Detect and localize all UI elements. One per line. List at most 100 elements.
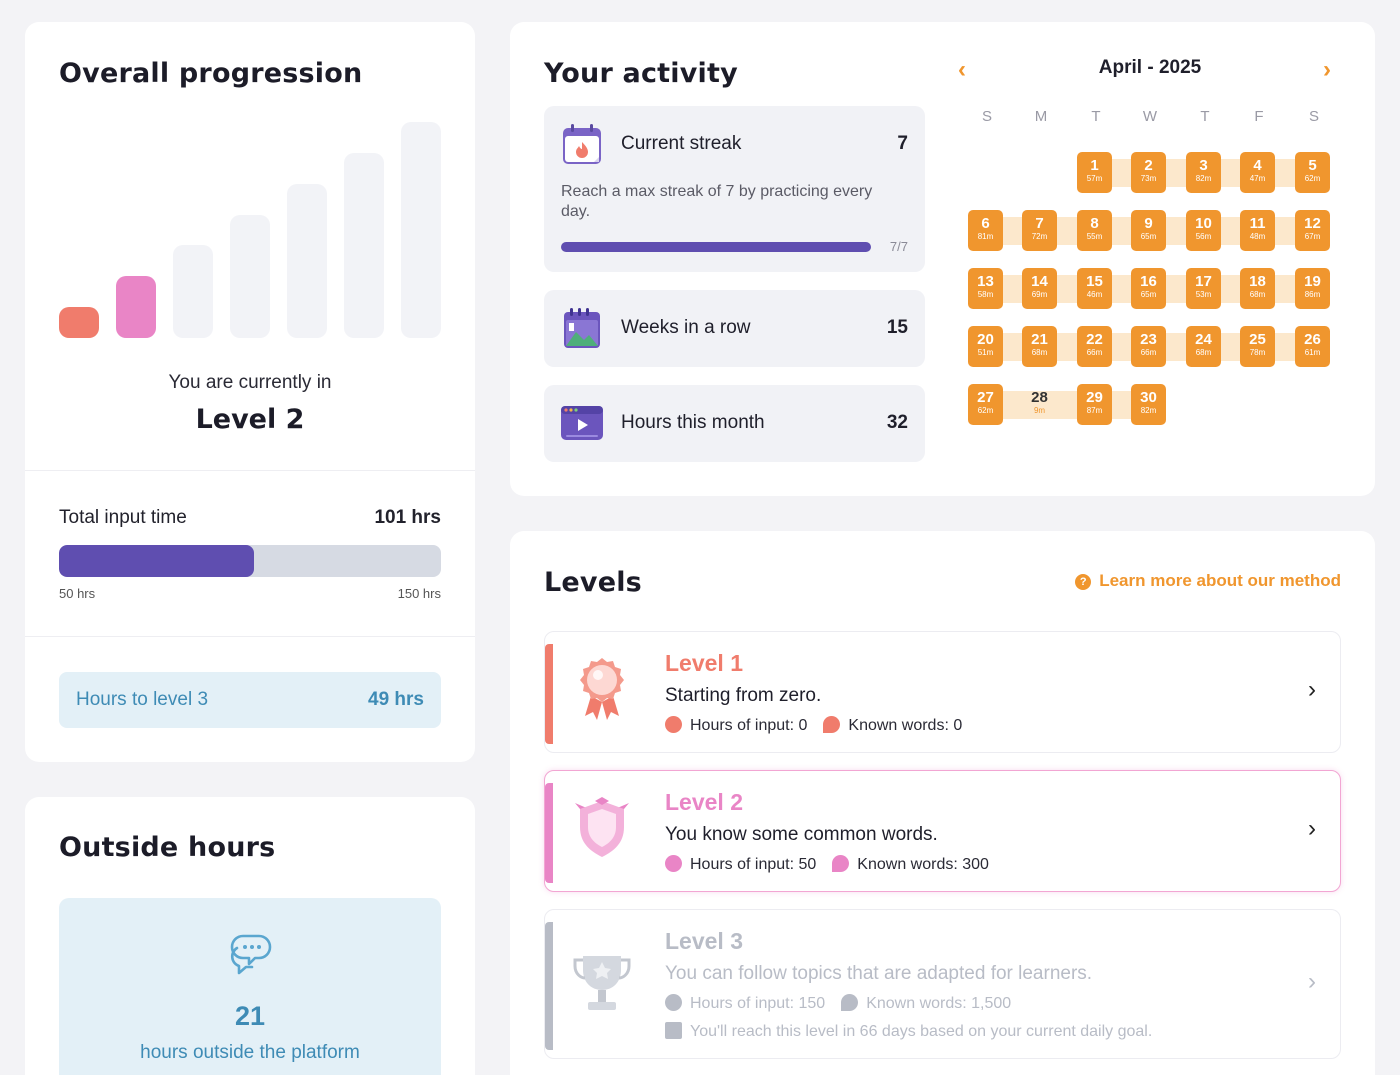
progress-fill	[59, 545, 254, 577]
calendar-day-23[interactable]: 23 66m	[1131, 326, 1166, 367]
day-number: 10	[1195, 215, 1212, 232]
day-number: 19	[1304, 273, 1321, 290]
hours-to-next-level: Hours to level 3 49 hrs	[59, 672, 441, 728]
weekday-label: M	[1034, 108, 1048, 125]
calendar-day-11[interactable]: 11 48m	[1240, 210, 1275, 251]
day-number: 14	[1031, 273, 1048, 290]
level-bar-3	[173, 245, 213, 338]
day-minutes: 58m	[977, 290, 994, 299]
day-minutes: 68m	[1249, 290, 1266, 299]
calendar-day-5[interactable]: 5 62m	[1295, 152, 1330, 193]
day-number: 5	[1308, 157, 1317, 174]
calendar-day-4[interactable]: 4 47m	[1240, 152, 1275, 193]
level-1-words: Known words: 0	[848, 717, 963, 734]
day-minutes: 46m	[1086, 290, 1103, 299]
day-minutes: 86m	[1304, 290, 1321, 299]
calendar-day-25[interactable]: 25 78m	[1240, 326, 1275, 367]
calendar-prev-button[interactable]: ‹	[958, 56, 966, 83]
outside-hours-value: 21	[234, 1001, 266, 1031]
calendar-day-17[interactable]: 17 53m	[1186, 268, 1221, 309]
day-number: 8	[1090, 215, 1099, 232]
calendar-day-19[interactable]: 19 86m	[1295, 268, 1330, 309]
calendar-day-27[interactable]: 27 62m	[968, 384, 1003, 425]
calendar-day-10[interactable]: 10 56m	[1186, 210, 1221, 251]
level-2-words: Known words: 300	[857, 856, 989, 873]
calendar-day-24[interactable]: 24 68m	[1186, 326, 1221, 367]
calendar-day-8[interactable]: 8 55m	[1077, 210, 1112, 251]
day-number: 22	[1086, 331, 1103, 348]
level-bar-7	[401, 122, 441, 338]
level-3-description: You can follow topics that are adapted f…	[665, 963, 1093, 984]
calendar-day-21[interactable]: 21 68m	[1022, 326, 1057, 367]
calendar-day-14[interactable]: 14 69m	[1022, 268, 1057, 309]
level-bar-5	[287, 184, 327, 338]
calendar-next-button[interactable]: ›	[1323, 56, 1331, 83]
day-minutes: 78m	[1249, 348, 1266, 357]
calendar-day-6[interactable]: 6 81m	[968, 210, 1003, 251]
clock-icon	[665, 994, 682, 1011]
day-minutes: 72m	[1031, 232, 1048, 241]
calendar-day-12[interactable]: 12 67m	[1295, 210, 1330, 251]
calendar-day-22[interactable]: 22 66m	[1077, 326, 1112, 367]
day-minutes: 69m	[1031, 290, 1048, 299]
calendar-day-26[interactable]: 26 61m	[1295, 326, 1330, 367]
level-3-hours: Hours of input: 150	[690, 995, 826, 1012]
day-minutes: 56m	[1195, 232, 1212, 241]
level-accent	[545, 783, 553, 883]
day-minutes: 57m	[1086, 174, 1103, 183]
calendar-day-9[interactable]: 9 65m	[1131, 210, 1166, 251]
streak-fraction: 7/7	[889, 239, 908, 254]
day-minutes: 65m	[1140, 232, 1157, 241]
calendar-day-3[interactable]: 3 82m	[1186, 152, 1221, 193]
day-minutes: 48m	[1249, 232, 1266, 241]
level-1-hours: Hours of input: 0	[690, 717, 808, 734]
weeks-in-a-row-value: 15	[886, 317, 908, 338]
day-number: 12	[1304, 215, 1321, 232]
day-number: 23	[1140, 331, 1157, 348]
level-1-card[interactable]: Level 1 Starting from zero. Hours of inp…	[544, 631, 1341, 753]
weekday-label: S	[1308, 108, 1319, 125]
calendar-day-18[interactable]: 18 68m	[1240, 268, 1275, 309]
day-number: 26	[1304, 331, 1321, 348]
calendar-day-28[interactable]: 28 9m	[1022, 384, 1057, 425]
clock-icon	[665, 855, 682, 872]
calendar-day-2[interactable]: 2 73m	[1131, 152, 1166, 193]
help-icon: ?	[1075, 574, 1092, 590]
day-minutes: 87m	[1086, 406, 1103, 415]
levels-title: Levels	[544, 567, 642, 598]
calendar-day-20[interactable]: 20 51m	[968, 326, 1003, 367]
day-minutes: 62m	[1304, 174, 1321, 183]
day-minutes: 55m	[1086, 232, 1103, 241]
calendar-day-13[interactable]: 13 58m	[968, 268, 1003, 309]
learn-more-link[interactable]: ? Learn more about our method	[1075, 571, 1341, 591]
outside-hours-box[interactable]: 21 hours outside the platform	[59, 898, 441, 1075]
hours-this-month-label: Hours this month	[621, 412, 765, 433]
streak-progress-bar	[561, 242, 871, 252]
level-2-card[interactable]: Level 2 You know some common words. Hour…	[544, 770, 1341, 892]
day-minutes: 82m	[1140, 406, 1157, 415]
weeks-in-a-row-panel: Weeks in a row 15	[544, 290, 925, 367]
day-number: 15	[1086, 273, 1103, 290]
calendar-day-7[interactable]: 7 72m	[1022, 210, 1057, 251]
calendar-day-1[interactable]: 1 57m	[1077, 152, 1112, 193]
outside-hours-card: Outside hours 21 hours outside the platf…	[25, 797, 475, 1075]
calendar-day-29[interactable]: 29 87m	[1077, 384, 1112, 425]
level-3-note-row: You'll reach this level in 66 days based…	[665, 1022, 1152, 1041]
calendar-day-30[interactable]: 30 82m	[1131, 384, 1166, 425]
calendar-day-15[interactable]: 15 46m	[1077, 268, 1112, 309]
speech-bubble-icon	[823, 716, 841, 733]
day-minutes: 68m	[1195, 348, 1212, 357]
chevron-right-icon: ›	[1308, 968, 1316, 995]
speech-bubble-icon	[841, 994, 859, 1011]
day-number: 7	[1035, 215, 1044, 232]
level-3-card[interactable]: Level 3 You can follow topics that are a…	[544, 909, 1341, 1059]
level-bars	[59, 122, 441, 338]
current-level-label: You are currently in	[168, 372, 332, 393]
level-3-meta: Hours of input: 150 Known words: 1,500	[665, 994, 1011, 1013]
day-minutes: 68m	[1031, 348, 1048, 357]
day-number: 2	[1144, 157, 1153, 174]
day-number: 21	[1031, 331, 1048, 348]
day-minutes: 53m	[1195, 290, 1212, 299]
calendar-day-16[interactable]: 16 65m	[1131, 268, 1166, 309]
level-1-meta: Hours of input: 0 Known words: 0	[665, 716, 962, 735]
